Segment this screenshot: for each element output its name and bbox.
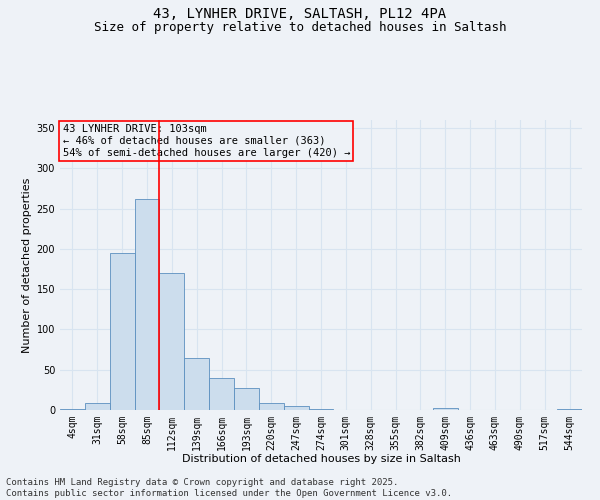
Y-axis label: Number of detached properties: Number of detached properties — [22, 178, 32, 352]
Text: Contains HM Land Registry data © Crown copyright and database right 2025.
Contai: Contains HM Land Registry data © Crown c… — [6, 478, 452, 498]
Bar — [160, 273, 184, 410]
Bar — [85, 403, 110, 410]
Bar — [284, 406, 308, 410]
Bar — [60, 409, 85, 410]
Text: 43 LYNHER DRIVE: 103sqm
← 46% of detached houses are smaller (363)
54% of semi-d: 43 LYNHER DRIVE: 103sqm ← 46% of detache… — [62, 124, 350, 158]
Bar — [308, 409, 334, 410]
Bar — [110, 253, 134, 410]
Text: 43, LYNHER DRIVE, SALTASH, PL12 4PA: 43, LYNHER DRIVE, SALTASH, PL12 4PA — [154, 8, 446, 22]
Bar — [134, 199, 160, 410]
Bar — [433, 408, 458, 410]
Bar — [557, 409, 582, 410]
X-axis label: Distribution of detached houses by size in Saltash: Distribution of detached houses by size … — [182, 454, 460, 464]
Bar — [234, 388, 259, 410]
Bar — [184, 358, 209, 410]
Bar — [259, 403, 284, 410]
Bar — [209, 378, 234, 410]
Text: Size of property relative to detached houses in Saltash: Size of property relative to detached ho… — [94, 21, 506, 34]
